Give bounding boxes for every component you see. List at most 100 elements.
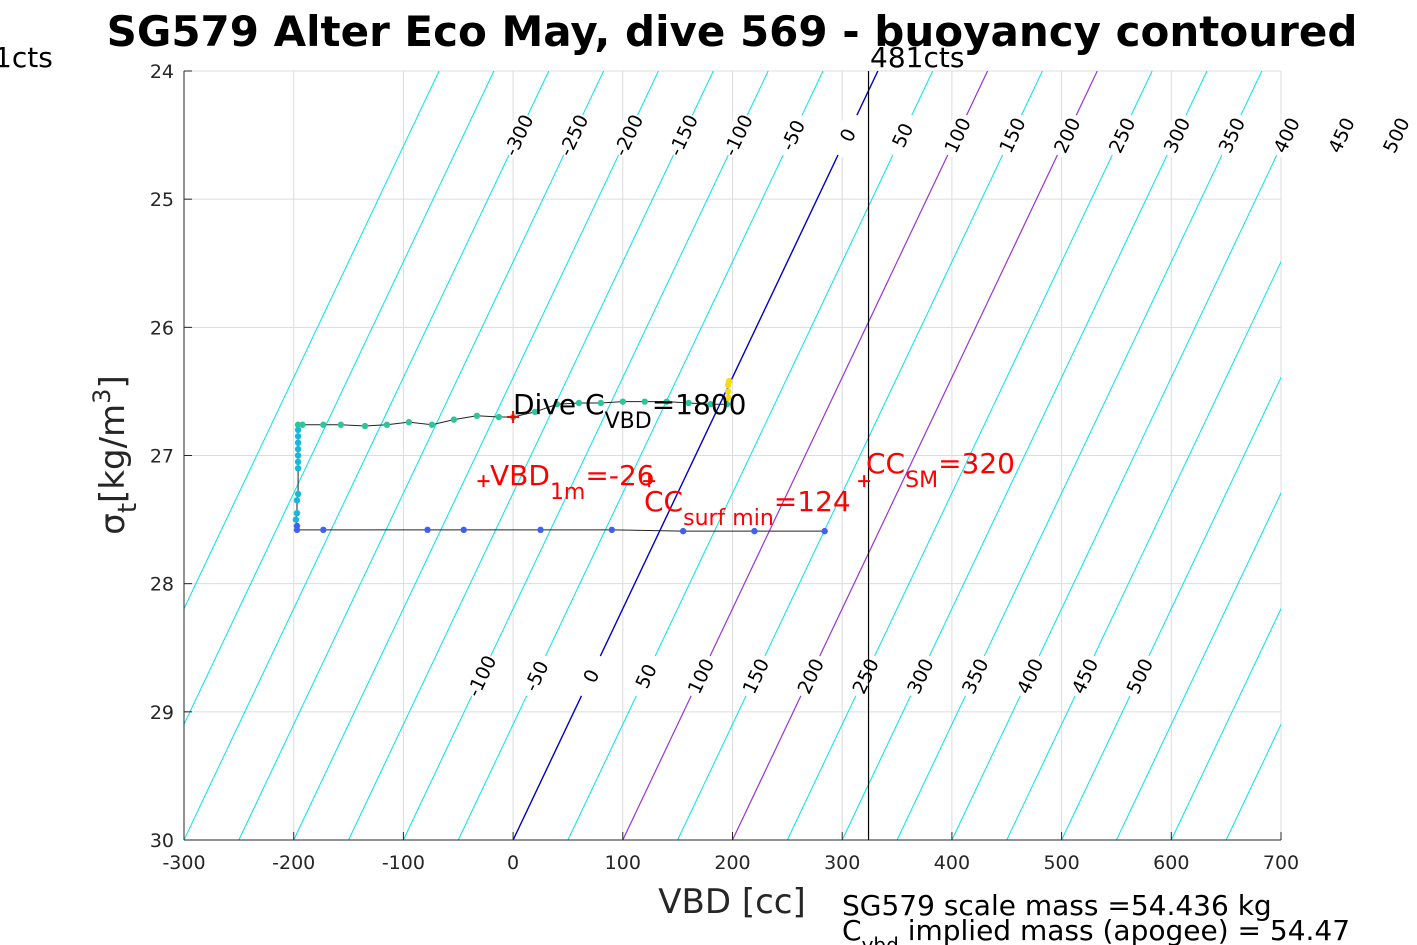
- x-tick-label: -300: [162, 852, 205, 874]
- series-point: [679, 527, 687, 535]
- y-tick-label: 25: [150, 189, 174, 211]
- y-tick-label: 26: [150, 317, 174, 339]
- dive-cvbd-pre: Dive C: [513, 388, 605, 421]
- contour-line-250: [786, 71, 1153, 840]
- contour-line-400: [951, 144, 1281, 840]
- contour-label-bg: [773, 110, 812, 160]
- contour-label--200: -200: [610, 111, 648, 159]
- y-tick-label: 29: [150, 702, 174, 724]
- contour-line-600: [1170, 607, 1281, 840]
- contour-label-bg: [1010, 651, 1050, 701]
- contour-label-bg: [718, 110, 758, 160]
- tick-labels: -300 -200 -100 0 100 200 300 400 500 600 700 24 25 26…: [150, 61, 1299, 874]
- vbd-1m-annotation: VBD1m=-26: [490, 459, 655, 505]
- x-tick-label: 500: [1043, 852, 1079, 874]
- cc-surf-min-post: =124: [774, 485, 851, 518]
- contour-label-bg: [937, 110, 977, 160]
- x-tick-label: -200: [272, 852, 315, 874]
- dive-series: [292, 377, 828, 535]
- series-point: [751, 527, 758, 535]
- contour-line--100: [402, 71, 769, 840]
- chart-title: SG579 Alter Eco May, dive 569 - buoyancy…: [107, 7, 1358, 56]
- contour-line-0: [512, 71, 879, 840]
- y-tick-label: 24: [150, 61, 174, 83]
- series-point: [619, 398, 626, 405]
- vbd-1m-post: =-26: [585, 459, 654, 492]
- series-point: [293, 497, 301, 504]
- contour-label-bg: [1157, 110, 1196, 160]
- contour-label-bg: [553, 110, 593, 160]
- series-point: [294, 426, 302, 434]
- marker-plus-2: [643, 475, 656, 488]
- contour-line-350: [896, 71, 1263, 840]
- y-tick-label: 28: [150, 574, 174, 596]
- contour-label-bg: [571, 651, 611, 701]
- left-top-label: 1cts: [0, 41, 53, 74]
- x-tick-label: 100: [605, 852, 641, 874]
- x-axis-label: VBD [cc]: [658, 882, 806, 922]
- cc-sm-sub: SM: [905, 468, 938, 493]
- series-point: [293, 509, 301, 517]
- contour-line--300: [184, 71, 550, 840]
- contour-label-bg: [1212, 110, 1251, 160]
- marker-plus-1: [477, 475, 490, 488]
- contour-label-bg: [845, 651, 885, 701]
- series-point: [299, 421, 306, 428]
- contour-label-bg: [1266, 110, 1306, 160]
- contour-label-bg: [828, 110, 867, 160]
- series-point: [537, 526, 544, 534]
- contour-label-bg: [1376, 110, 1416, 160]
- contour-line--150: [348, 71, 714, 840]
- series-point: [495, 413, 503, 421]
- dive-cvbd-annotation: Dive CVBD=1800: [513, 388, 746, 434]
- cc-surf-min-annotation: CCsurf min=124: [644, 485, 851, 531]
- series-point: [405, 418, 413, 426]
- series-point: [337, 421, 345, 428]
- dive-cvbd-sub: VBD: [605, 409, 652, 434]
- y-axis-label-sub: t: [113, 503, 143, 513]
- series-point: [723, 401, 731, 408]
- x-tick-label: -100: [382, 852, 425, 874]
- cc-surf-min-pre: CC: [644, 485, 683, 518]
- contour-label-bg: [900, 651, 940, 701]
- contour-label--300: -300: [500, 111, 538, 159]
- contour-line-550: [1115, 491, 1281, 840]
- series-point: [724, 394, 732, 402]
- series-point: [294, 465, 302, 472]
- cc-sm-annotation: CCSM=320: [866, 447, 1015, 493]
- contour-line-100: [622, 71, 989, 840]
- contour-line--50: [457, 71, 824, 840]
- x-tick-label: 700: [1263, 852, 1299, 874]
- contour-label-bg: [626, 651, 666, 701]
- implied-mass-text: Cvbd implied mass (apogee) = 54.47: [842, 914, 1350, 945]
- y-tick-label: 30: [150, 830, 174, 852]
- implied-mass-pre: C: [842, 914, 862, 945]
- cc-sm-pre: CC: [866, 447, 905, 480]
- x-tick-label: 0: [507, 852, 519, 874]
- series-point: [473, 412, 481, 419]
- y-axis-label-unit-end: ]: [93, 375, 133, 388]
- series-point: [383, 421, 391, 428]
- contour-label--100: -100: [719, 111, 757, 159]
- vbd-1m-sub: 1m: [550, 480, 585, 505]
- contour-label-bg: [498, 110, 538, 160]
- series-point: [641, 398, 648, 405]
- series-point: [294, 433, 302, 440]
- series-point: [685, 399, 692, 407]
- marker-plus-3: [858, 475, 871, 488]
- series-point: [450, 416, 458, 423]
- series-point: [292, 516, 300, 523]
- y-axis-label-unit: [kg/m: [93, 404, 133, 503]
- y-axis-label: σt[kg/m3]: [88, 375, 143, 534]
- contour-label-bg: [955, 651, 995, 701]
- marker-plus-0: [507, 411, 520, 424]
- series-point: [724, 388, 732, 395]
- contour-label-bg: [992, 110, 1032, 160]
- y-axis-label-symbol: σ: [93, 513, 133, 535]
- series-point: [320, 526, 327, 534]
- implied-mass-post: implied mass (apogee) = 54.47: [899, 914, 1350, 945]
- series-point: [460, 526, 467, 534]
- x-tick-label: 300: [824, 852, 860, 874]
- contour-label-bg: [1321, 110, 1361, 160]
